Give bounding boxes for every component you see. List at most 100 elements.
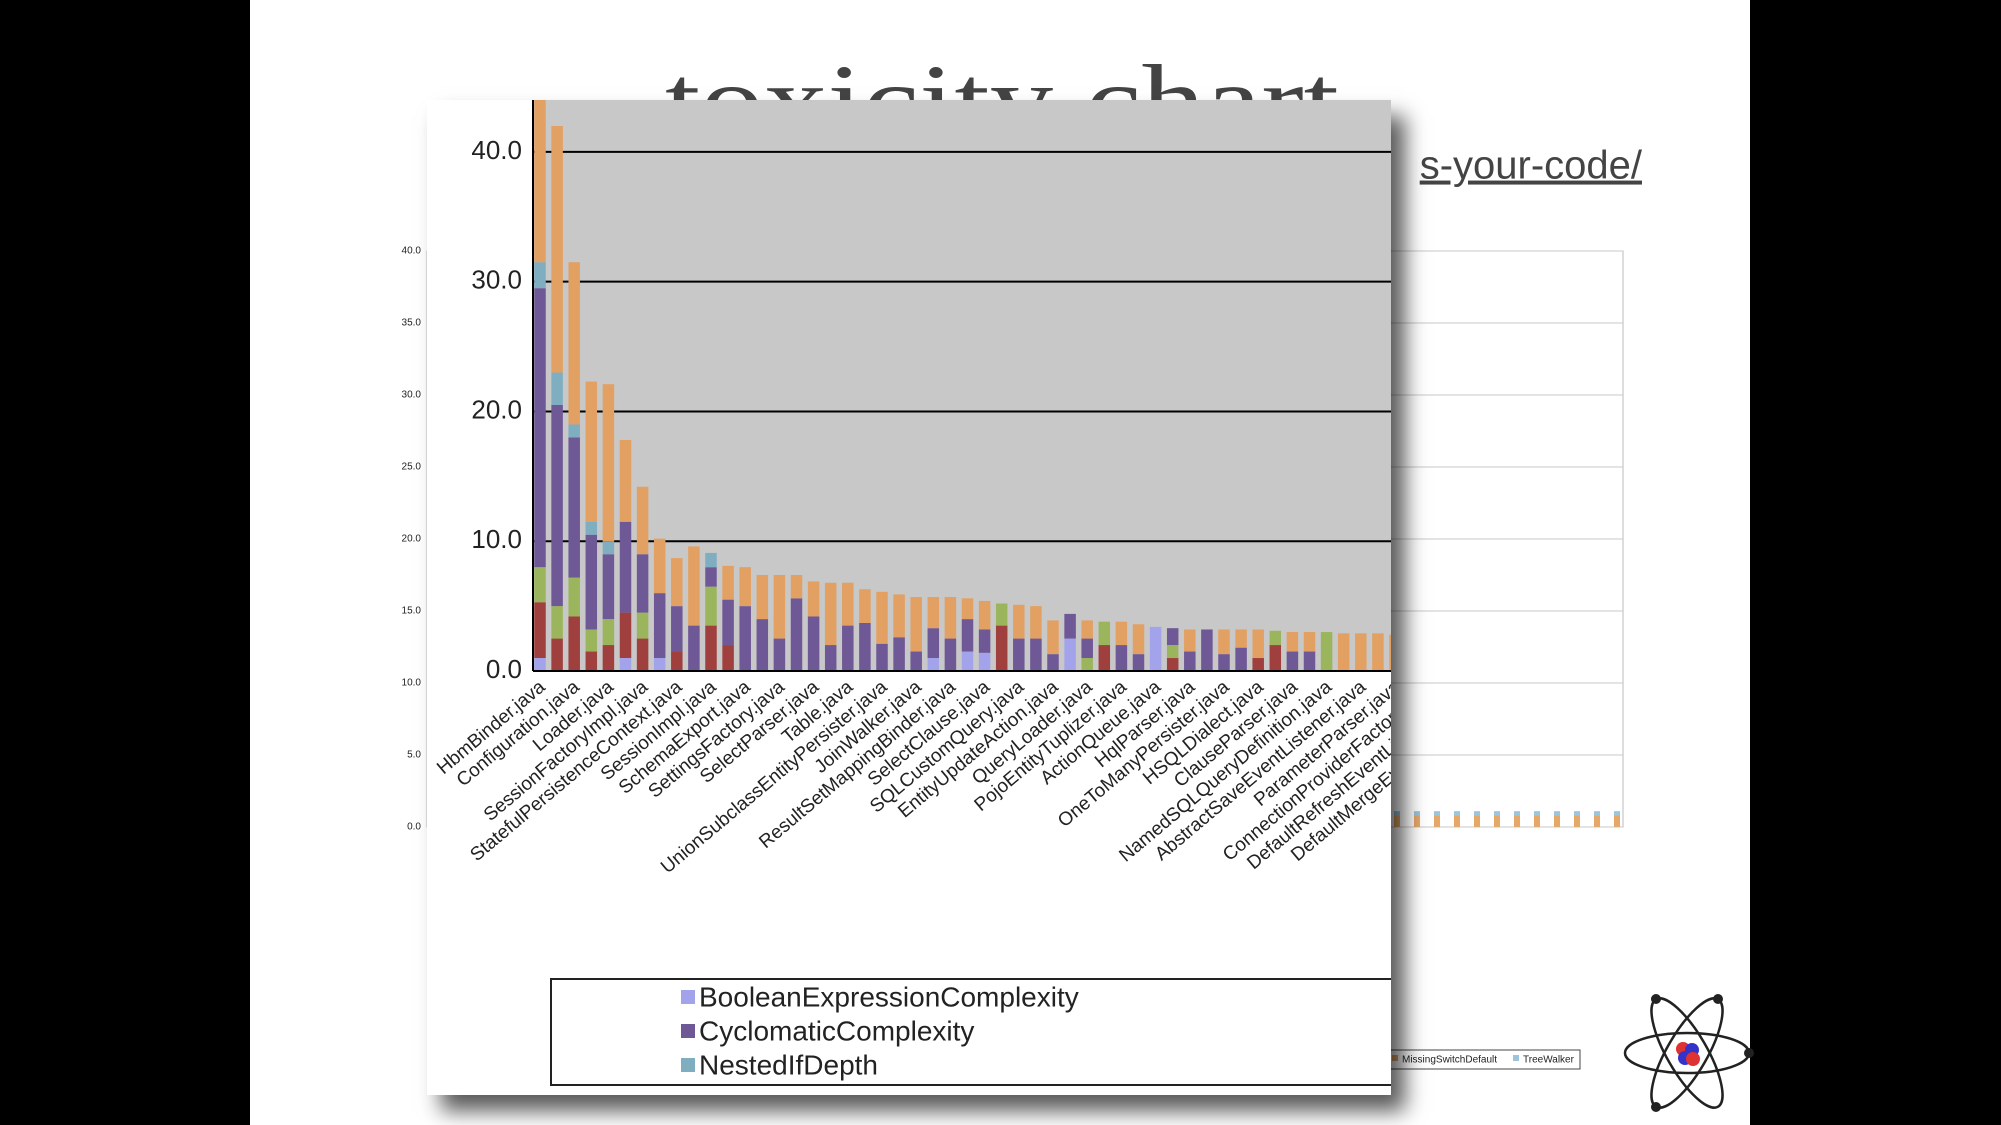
bar-segment [671,558,683,607]
bar-segment [585,651,598,671]
bar-segment [910,597,922,652]
legend-swatch [681,990,695,1004]
bar-segment [534,658,546,671]
bar-segment [534,100,546,263]
bar-segment [688,546,700,626]
bar-segment [1574,815,1580,827]
bar-segment [1218,629,1230,655]
bar-segment [585,534,598,630]
bar-segment [1303,651,1316,671]
bar-segment [1286,651,1299,671]
bar-segment [619,612,632,659]
bar-segment [1166,645,1179,659]
bar-segment [534,567,546,603]
bar-segment [551,606,563,639]
bar-segment [1064,613,1076,639]
bar-segment [1098,645,1111,671]
y-tick-label: 15.0 [402,606,422,617]
y-tick-label: 0.0 [407,822,421,833]
bar-segment [619,521,632,613]
plot: 0.010.020.030.040.0HbmBinder.javaConfigu… [433,100,1391,878]
bar-segment [807,581,820,617]
bar-segment [739,606,751,671]
y-tick-label: 5.0 [407,750,421,761]
bar-segment [876,643,888,671]
bar-segment [534,288,546,568]
bar-segment [790,574,803,599]
bar-segment [1286,632,1299,652]
y-tick-label: 20.0 [402,534,422,545]
legend-swatch [681,1024,695,1038]
bar-segment [1414,811,1420,816]
bar-segment [551,125,563,373]
bar-segment [1394,815,1400,827]
bar-segment [568,424,580,438]
bar-segment [1132,654,1145,671]
bar-segment [1218,654,1230,671]
bar-segment [1554,811,1560,816]
y-tick-label: 25.0 [402,462,422,473]
y-tick-label: 20.0 [471,394,522,424]
y-tick-label: 10.0 [402,678,422,689]
bar-segment [1235,629,1247,648]
bar-segment [671,606,683,652]
bar-segment [534,262,546,289]
bar-segment [927,628,940,659]
bar-segment [1594,811,1600,816]
bar-segment [1594,815,1600,827]
bar-segment [1115,645,1128,671]
bar-segment [1389,634,1391,671]
bar-segment [671,651,683,671]
y-tick-label: 30.0 [402,390,422,401]
nucleus [1686,1052,1700,1066]
bar-segment [1534,815,1540,827]
bar-segment [636,638,649,671]
bar-segment [1201,629,1213,671]
y-tick-label: 0.0 [486,654,522,684]
bar-segment [893,637,905,671]
bar-segment [978,629,991,653]
electron [1713,994,1723,1004]
chart: 0.010.020.030.040.0HbmBinder.javaConfigu… [433,100,1391,1086]
bar-segment [722,565,734,600]
bar-segment [688,625,700,671]
bar-segment [1614,811,1620,816]
bar-segment [1454,815,1460,827]
atom-logo [1623,994,1754,1112]
bar-segment [1372,633,1384,671]
bar-segment [773,638,786,671]
bar-segment [722,599,734,646]
bar-segment [653,538,666,594]
bar-segment [551,372,563,405]
legend-swatch [681,1058,695,1072]
bar-segment [534,602,546,659]
bar-segment [636,554,649,613]
bar-segment [1081,638,1093,659]
bar-segment [927,597,940,629]
bar-segment [893,594,905,638]
legend-label: NestedIfDepth [699,1049,878,1080]
bar-segment [1013,638,1025,671]
bar-segment [619,658,632,671]
bar-segment [705,586,717,626]
y-tick-label: 40.0 [402,246,422,257]
bar-segment [636,612,649,639]
bar-segment [1434,815,1440,827]
bar-segment [585,629,598,652]
bar-segment [824,645,837,671]
bar-segment [602,554,615,620]
bar-segment [842,582,854,626]
slide-url: s-your-code/ [1420,144,1643,188]
bar-segment [1252,629,1264,659]
bar-segment [1514,815,1520,827]
bar-segment [585,381,598,522]
bar-segment [1166,658,1179,671]
electron [1651,994,1661,1004]
bar-segment [585,521,598,535]
bar-segment [636,486,649,555]
bar-segment [1252,658,1264,671]
legend-label: BooleanExpressionComplexity [699,981,1079,1012]
bar-segment [619,440,632,522]
bar-segment [961,651,974,671]
